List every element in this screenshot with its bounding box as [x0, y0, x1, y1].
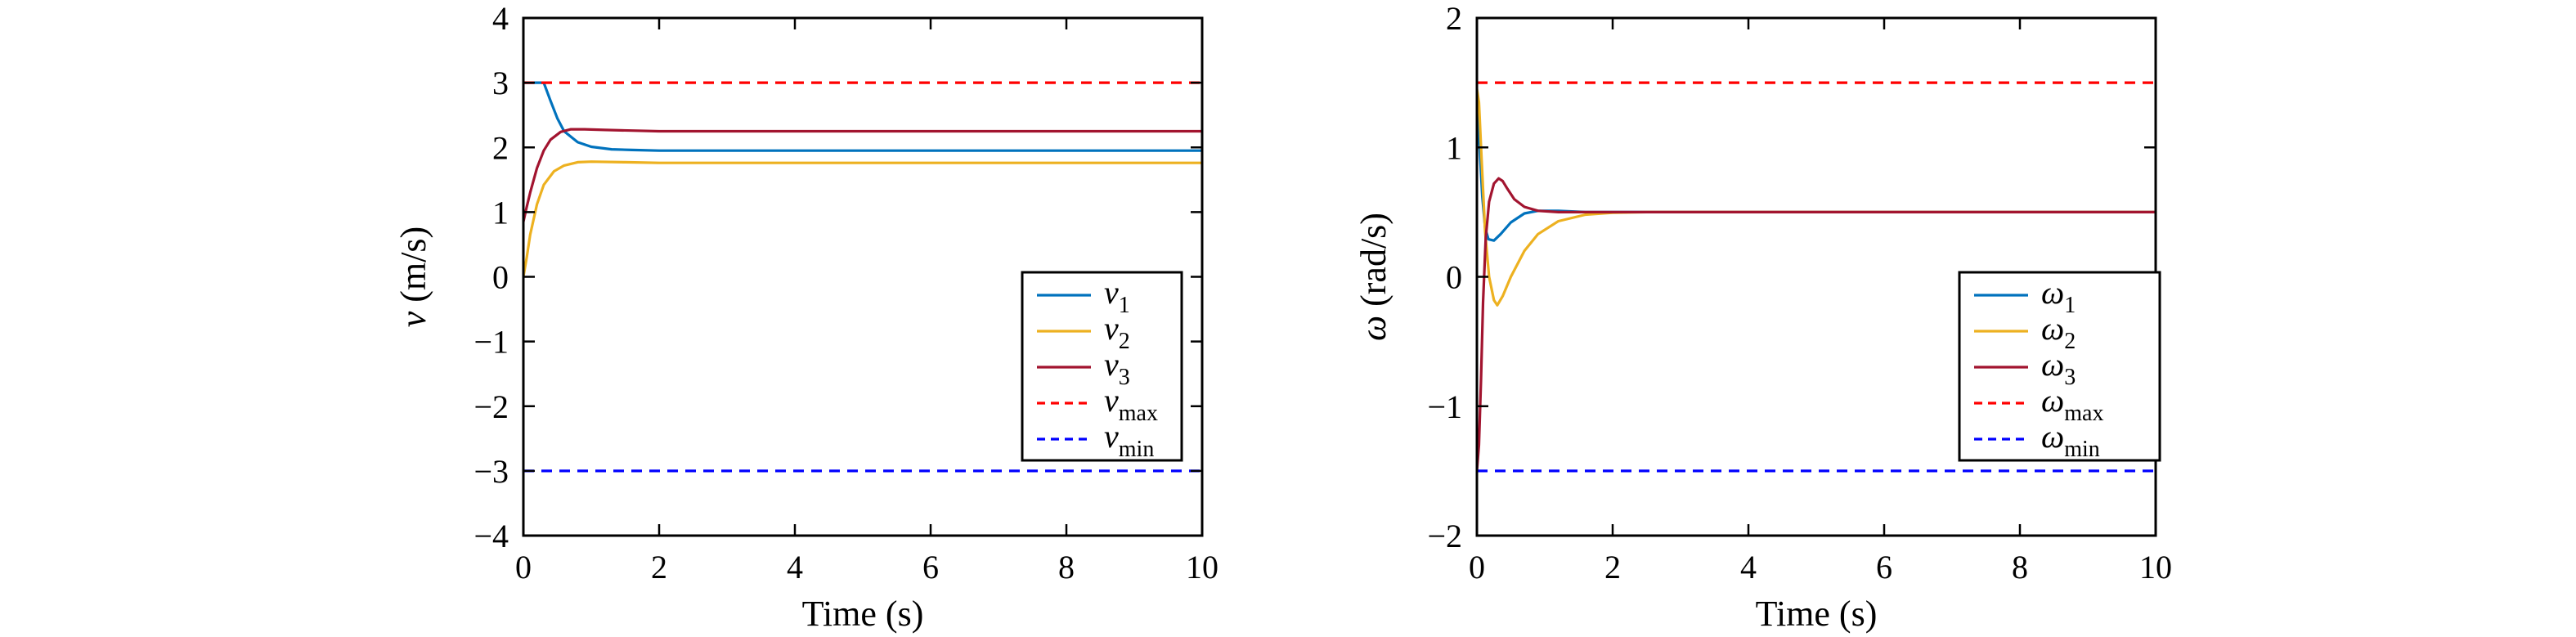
legend-label-subscript: 2 [1119, 329, 1130, 354]
legend-label-subscript: 2 [2064, 329, 2076, 354]
x-tick-label: 6 [1876, 549, 1892, 585]
y-tick-label: 4 [492, 0, 509, 37]
legend-label: ω1 [2041, 274, 2076, 318]
x-tick-label: 0 [1469, 549, 1485, 585]
series-line-1 [523, 81, 1202, 152]
legend-label-symbol: v [1104, 310, 1119, 347]
legend-label-subscript: min [1119, 437, 1155, 462]
plot-area [1477, 81, 2156, 473]
y-tick-label: 0 [1446, 259, 1462, 296]
y-axis-label-symbol: ω [1353, 316, 1393, 341]
y-tick-label: −1 [1427, 388, 1462, 425]
y-axis-label-symbol: v [393, 311, 433, 327]
x-tick-label: 2 [1604, 549, 1621, 585]
y-tick-label: 0 [492, 259, 509, 296]
legend-label-symbol: ω [2041, 310, 2064, 347]
y-axis-label: ω (rad/s) [1353, 213, 1393, 341]
legend-label-subscript: min [2064, 437, 2100, 462]
x-tick-label: 2 [651, 549, 667, 585]
y-tick-label: −3 [473, 453, 509, 490]
legend-label-symbol: v [1104, 346, 1119, 383]
legend-label: v2 [1104, 310, 1130, 354]
legend-label-subscript: 3 [1119, 365, 1130, 390]
legend-label: v1 [1104, 274, 1130, 318]
legend-label-symbol: v [1104, 418, 1119, 455]
legend-label: ωmax [2041, 382, 2103, 426]
y-tick-label: 3 [492, 65, 509, 101]
legend-label-symbol: ω [2041, 418, 2064, 455]
x-tick-label: 4 [787, 549, 803, 585]
y-axis-label: v (m/s) [393, 227, 433, 327]
y-tick-label: 2 [492, 129, 509, 166]
y-axis-label-units: (m/s) [393, 227, 433, 312]
x-axis-label: Time (s) [1756, 594, 1878, 634]
legend-label-subscript: 1 [2064, 293, 2076, 318]
series-line-3 [1477, 177, 2156, 472]
series-line-3 [523, 128, 1202, 222]
legend-label: ω3 [2041, 346, 2076, 390]
x-tick-label: 8 [2012, 549, 2028, 585]
legend-label-subscript: 3 [2064, 365, 2076, 390]
x-tick-label: 0 [515, 549, 532, 585]
legend-label: ωmin [2041, 418, 2100, 462]
series-line-1 [1477, 101, 2156, 242]
legend-label-symbol: v [1104, 382, 1119, 419]
y-tick-label: 2 [1446, 0, 1462, 37]
legend-label-subscript: max [1119, 401, 1158, 426]
legend-label-symbol: ω [2041, 274, 2064, 311]
x-axis-label: Time (s) [802, 594, 924, 634]
y-tick-label: −4 [473, 518, 509, 554]
y-tick-label: 1 [1446, 129, 1462, 166]
x-tick-label: 8 [1058, 549, 1075, 585]
legend-label: vmax [1104, 382, 1158, 426]
legend-label: v3 [1104, 346, 1130, 390]
y-tick-label: −2 [1427, 518, 1462, 554]
legend-label-subscript: 1 [1119, 293, 1130, 318]
legend-label-symbol: v [1104, 274, 1119, 311]
x-tick-label: 4 [1740, 549, 1757, 585]
x-tick-label: 6 [922, 549, 939, 585]
legend-label-subscript: max [2064, 401, 2103, 426]
x-tick-label: 10 [2139, 549, 2172, 585]
y-tick-label: 1 [492, 194, 509, 231]
legend-label-symbol: ω [2041, 346, 2064, 383]
legend-label: vmin [1104, 418, 1154, 462]
legend-label: ω2 [2041, 310, 2076, 354]
plot-area [523, 81, 1202, 473]
y-axis-label-units: (rad/s) [1353, 213, 1393, 316]
y-tick-label: −1 [473, 324, 509, 361]
legend-label-symbol: ω [2041, 382, 2064, 419]
x-tick-label: 10 [1186, 549, 1218, 585]
y-tick-label: −2 [473, 388, 509, 425]
series-line-2 [523, 160, 1202, 277]
